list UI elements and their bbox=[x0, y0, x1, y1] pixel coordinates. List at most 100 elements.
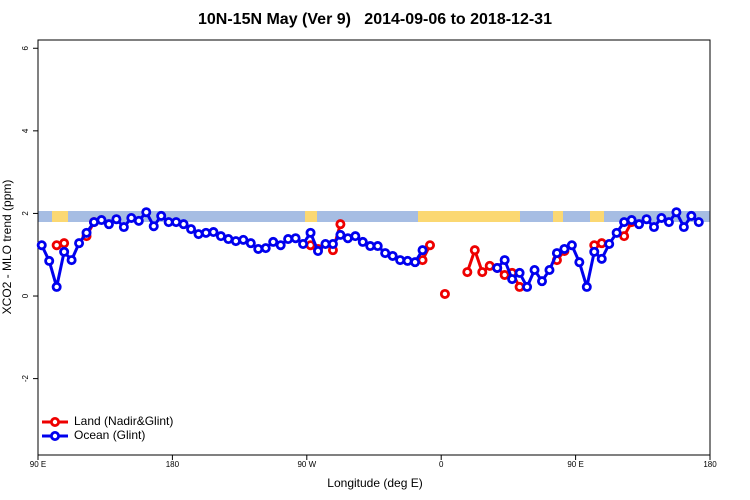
data-point bbox=[551, 248, 562, 259]
data-point bbox=[499, 255, 510, 266]
x-tick-label: 180 bbox=[703, 460, 717, 469]
land-mask-band bbox=[38, 211, 710, 222]
data-point bbox=[156, 210, 167, 221]
data-point bbox=[74, 238, 85, 249]
x-tick-label: 0 bbox=[439, 460, 444, 469]
data-point bbox=[477, 267, 488, 278]
data-point bbox=[566, 240, 577, 251]
data-point bbox=[559, 243, 570, 254]
data-point bbox=[514, 267, 525, 278]
data-point bbox=[469, 245, 480, 256]
data-point bbox=[186, 224, 197, 235]
data-point bbox=[327, 238, 338, 249]
data-point bbox=[290, 233, 301, 244]
data-point bbox=[462, 267, 473, 278]
data-point bbox=[335, 219, 346, 230]
data-point bbox=[118, 222, 129, 233]
legend-marker bbox=[50, 430, 61, 441]
data-point bbox=[193, 229, 204, 240]
data-point bbox=[395, 255, 406, 266]
data-point bbox=[596, 238, 607, 249]
data-point bbox=[649, 222, 660, 233]
land-band bbox=[590, 211, 604, 222]
data-point bbox=[626, 215, 637, 226]
data-point bbox=[36, 240, 47, 251]
data-point bbox=[245, 238, 256, 249]
data-point bbox=[275, 240, 286, 251]
data-point bbox=[305, 227, 316, 238]
data-point bbox=[178, 219, 189, 230]
data-point bbox=[439, 288, 450, 299]
chart-title: 10N-15N May (Ver 9) 2014-09-06 to 2018-1… bbox=[198, 11, 552, 28]
data-point bbox=[59, 246, 70, 257]
data-point bbox=[417, 245, 428, 256]
legend-label: Land (Nadir&Glint) bbox=[74, 414, 173, 428]
data-point bbox=[350, 231, 361, 242]
legend-label: Ocean (Glint) bbox=[74, 428, 145, 442]
data-point bbox=[372, 241, 383, 252]
data-point bbox=[507, 274, 518, 285]
data-point bbox=[96, 215, 107, 226]
y-axis-label: XCO2 - MLO trend (ppm) bbox=[0, 180, 14, 315]
data-point bbox=[604, 238, 615, 249]
data-point bbox=[238, 234, 249, 245]
data-point bbox=[581, 281, 592, 292]
land-band bbox=[52, 211, 68, 222]
x-tick-label: 90 W bbox=[297, 460, 316, 469]
data-point bbox=[529, 265, 540, 276]
land-band bbox=[418, 211, 520, 222]
y-tick-label: -2 bbox=[21, 375, 30, 383]
data-point bbox=[283, 234, 294, 245]
data-point bbox=[402, 255, 413, 266]
data-point bbox=[298, 238, 309, 249]
land-band bbox=[305, 211, 317, 222]
data-point bbox=[663, 217, 674, 228]
data-point bbox=[424, 240, 435, 251]
data-point bbox=[357, 236, 368, 247]
data-point bbox=[59, 238, 70, 249]
data-point bbox=[141, 207, 152, 218]
data-point bbox=[656, 212, 667, 223]
data-point bbox=[208, 227, 219, 238]
data-point bbox=[103, 219, 114, 230]
data-point bbox=[492, 262, 503, 273]
data-point bbox=[522, 281, 533, 292]
data-point bbox=[44, 255, 55, 266]
y-tick-label: 6 bbox=[21, 45, 30, 50]
data-point bbox=[410, 257, 421, 268]
y-tick-label: 2 bbox=[21, 211, 30, 216]
y-tick-label: 4 bbox=[21, 128, 30, 133]
data-point bbox=[200, 227, 211, 238]
data-point bbox=[81, 227, 92, 238]
x-tick-label: 180 bbox=[166, 460, 180, 469]
data-point bbox=[253, 243, 264, 254]
data-point bbox=[268, 236, 279, 247]
data-point bbox=[693, 217, 704, 228]
data-point bbox=[312, 246, 323, 257]
data-point bbox=[133, 215, 144, 226]
data-point bbox=[574, 257, 585, 268]
data-point bbox=[596, 253, 607, 264]
data-point bbox=[589, 246, 600, 257]
data-point bbox=[51, 281, 62, 292]
x-axis-label: Longitude (deg E) bbox=[327, 476, 422, 490]
data-point bbox=[641, 214, 652, 225]
legend-marker bbox=[50, 416, 61, 427]
data-point bbox=[544, 265, 555, 276]
data-point bbox=[66, 255, 77, 266]
data-point bbox=[671, 207, 682, 218]
data-point bbox=[619, 231, 630, 242]
y-tick-label: 0 bbox=[21, 293, 30, 298]
data-point bbox=[678, 222, 689, 233]
data-point bbox=[230, 236, 241, 247]
x-tick-label: 90 E bbox=[567, 460, 583, 469]
data-point bbox=[387, 250, 398, 261]
data-point bbox=[148, 221, 159, 232]
data-point bbox=[260, 243, 271, 254]
data-point bbox=[335, 229, 346, 240]
data-point bbox=[111, 214, 122, 225]
data-point bbox=[537, 276, 548, 287]
data-point bbox=[686, 210, 697, 221]
data-point bbox=[611, 227, 622, 238]
